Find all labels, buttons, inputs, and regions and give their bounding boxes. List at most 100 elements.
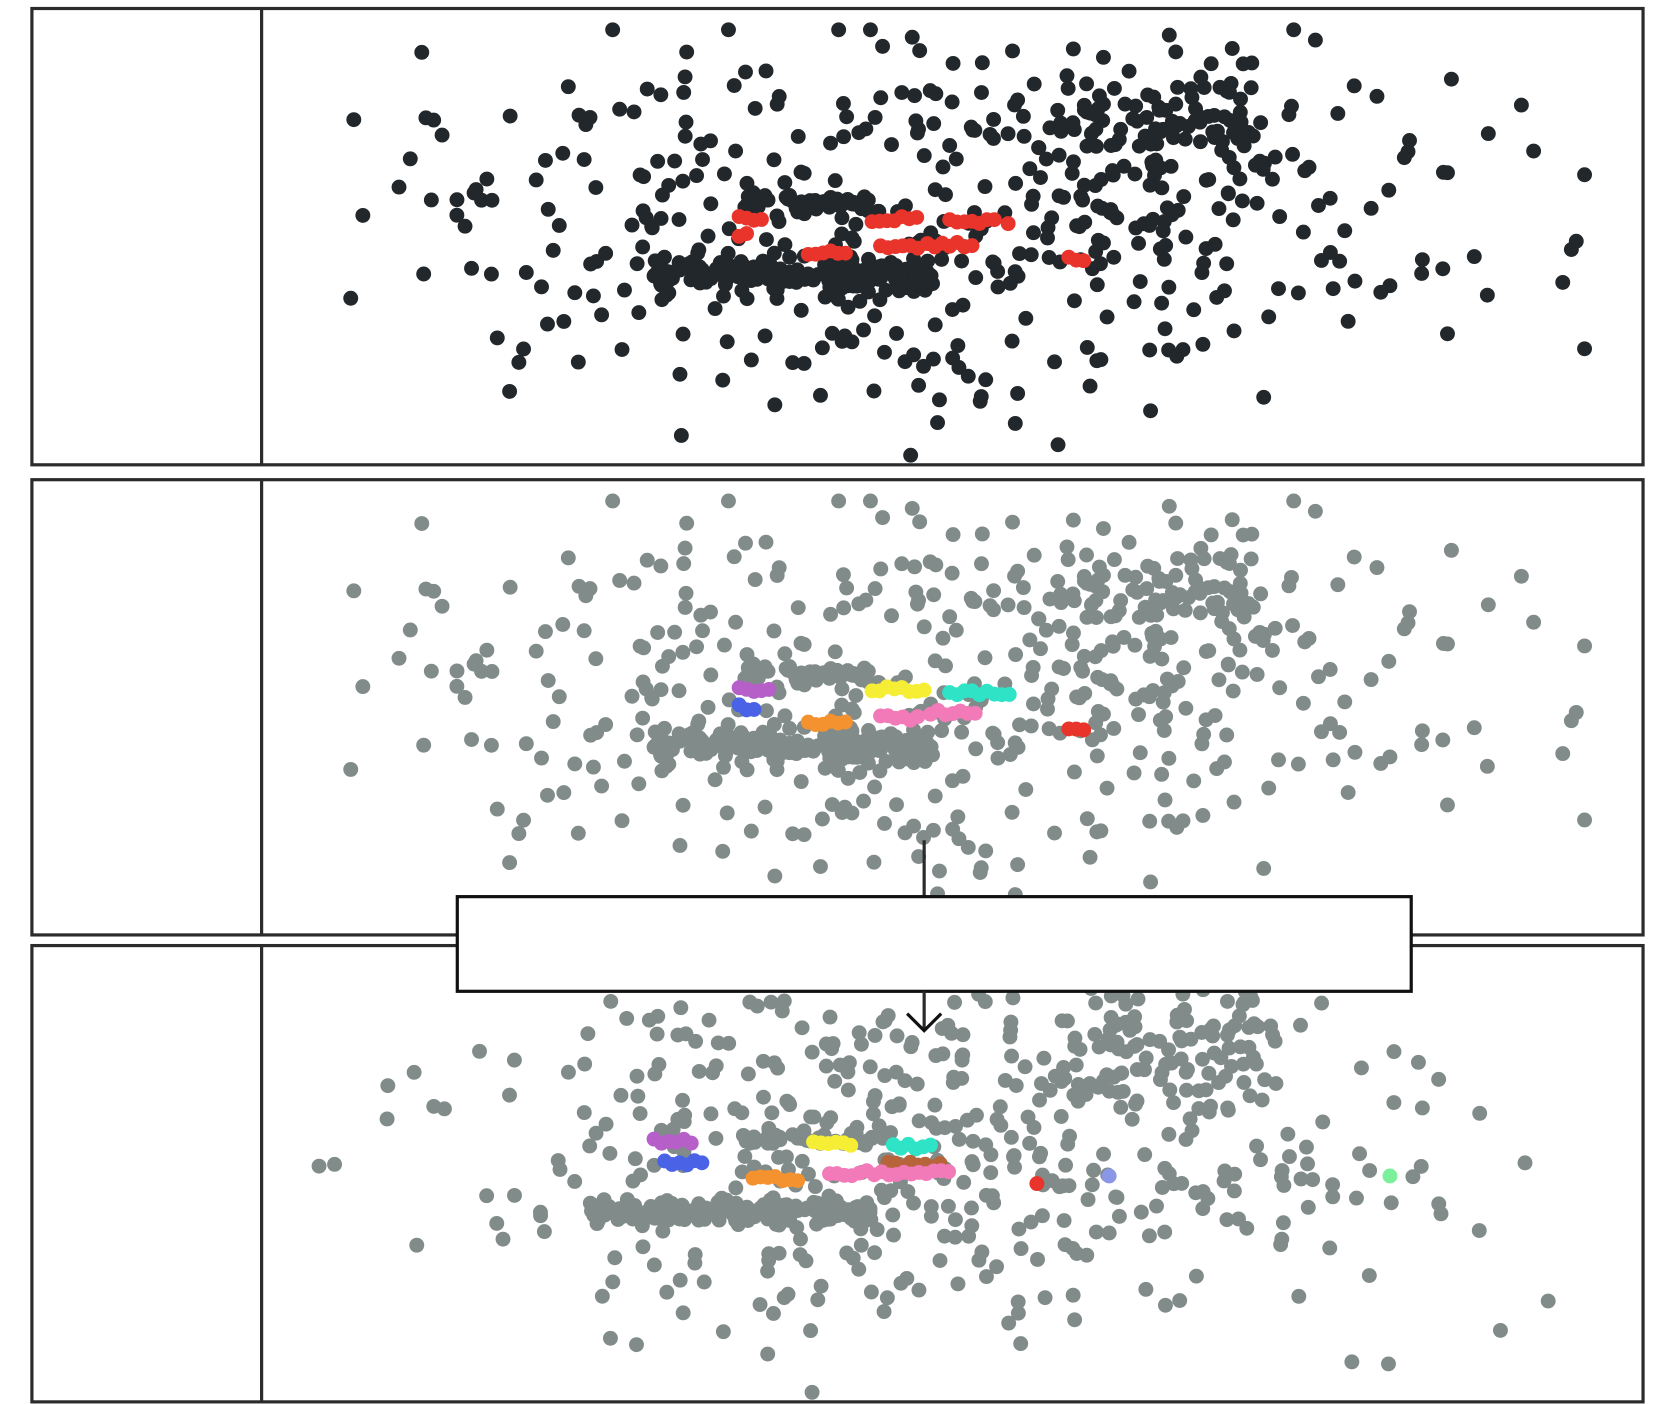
point [964, 1154, 980, 1170]
point [1173, 1051, 1189, 1067]
point [986, 583, 1002, 599]
point [1155, 223, 1171, 239]
point [528, 172, 544, 188]
point [1148, 152, 1164, 168]
point [812, 195, 828, 211]
point [728, 1180, 744, 1196]
point [677, 540, 693, 556]
point [982, 598, 998, 614]
point [1012, 246, 1027, 262]
point [1079, 138, 1095, 154]
point [1195, 808, 1211, 823]
point [667, 153, 683, 169]
point [969, 1107, 984, 1123]
point [1026, 225, 1041, 241]
point [1577, 638, 1593, 654]
point [596, 1192, 612, 1208]
point [1005, 43, 1020, 59]
point [978, 372, 994, 388]
point [1161, 813, 1177, 829]
point [1322, 662, 1338, 677]
point [1088, 1224, 1104, 1240]
point [1577, 167, 1593, 183]
point [1148, 623, 1164, 639]
point [761, 1252, 777, 1268]
point [598, 717, 614, 732]
point [789, 1220, 805, 1235]
point [911, 849, 927, 864]
point [1330, 106, 1346, 121]
point [1033, 641, 1048, 657]
point [1347, 273, 1363, 289]
point [588, 1125, 604, 1141]
point [1003, 1014, 1019, 1030]
point [672, 838, 688, 853]
point [1297, 634, 1313, 650]
point [449, 678, 465, 694]
point [765, 1190, 781, 1206]
point [576, 152, 592, 167]
point [1170, 551, 1186, 566]
point [679, 515, 695, 531]
point [707, 301, 723, 317]
point [884, 608, 899, 624]
point [1471, 1223, 1487, 1238]
point [992, 1099, 1008, 1115]
point [1217, 1163, 1233, 1179]
point [1079, 547, 1094, 563]
point [449, 663, 465, 679]
point [1084, 1177, 1100, 1193]
point [654, 763, 670, 779]
point [1015, 580, 1031, 595]
point [1179, 1082, 1194, 1098]
point [1217, 754, 1232, 770]
point [824, 325, 840, 341]
point [1337, 694, 1353, 710]
point [540, 787, 555, 803]
point [1414, 723, 1430, 739]
point [1022, 632, 1038, 648]
point [846, 705, 862, 720]
point [639, 552, 655, 568]
point [716, 759, 731, 775]
point [743, 823, 759, 839]
point [683, 1135, 699, 1151]
point [880, 1008, 896, 1024]
point [1305, 1172, 1321, 1188]
point [740, 1066, 756, 1082]
point [507, 1187, 522, 1203]
point [1122, 1022, 1138, 1038]
point [721, 493, 736, 509]
point [1059, 1013, 1075, 1029]
point [1192, 134, 1208, 150]
point [983, 1165, 999, 1181]
point [1096, 706, 1111, 722]
point [464, 260, 479, 276]
point [1001, 687, 1017, 702]
point [1127, 1009, 1143, 1025]
point [1037, 1290, 1053, 1306]
point [891, 754, 907, 770]
point [1330, 577, 1346, 593]
point [758, 63, 774, 79]
point [948, 1118, 963, 1134]
point [856, 793, 871, 809]
point [1113, 121, 1129, 137]
point [877, 1068, 893, 1083]
point [1024, 196, 1040, 212]
point [1362, 1163, 1378, 1178]
point [1117, 567, 1133, 583]
point [1017, 1059, 1033, 1075]
point [511, 354, 527, 370]
point [556, 313, 572, 329]
point [409, 1237, 425, 1253]
point [1154, 295, 1170, 311]
point [1233, 91, 1248, 107]
arrow-head [906, 1012, 943, 1033]
point [489, 1215, 505, 1231]
point [1022, 1135, 1038, 1151]
point [777, 237, 793, 253]
point [629, 256, 645, 272]
point [1038, 622, 1054, 638]
point [853, 1237, 869, 1253]
